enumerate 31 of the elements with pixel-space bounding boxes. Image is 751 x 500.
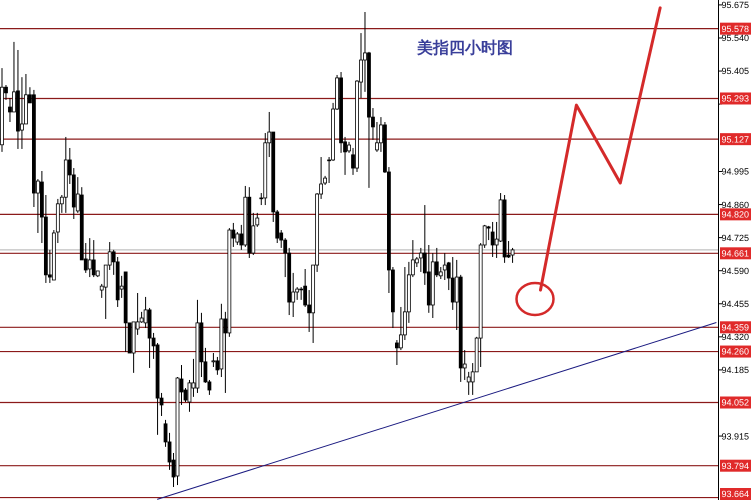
text: 美指四小时图: [416, 38, 513, 57]
y-tick-label: 95.540: [722, 33, 750, 44]
y-tick-label: 94.860: [722, 200, 750, 210]
ref-line-label: 95.293: [722, 94, 750, 104]
y-tick-label: 93.915: [722, 431, 750, 442]
candlestick: [212, 352, 216, 368]
y-tick-label: 95.405: [722, 66, 750, 76]
ref-line-label: 95.578: [722, 24, 750, 34]
ref-line-label: 94.820: [722, 210, 750, 220]
candlestick: [490, 221, 495, 258]
ref-line-label: 93.664: [722, 489, 750, 500]
y-tick-label: 94.725: [722, 232, 750, 243]
candlestick: [466, 371, 471, 396]
ref-line-label: 94.661: [722, 248, 750, 259]
candlestick: [295, 286, 300, 300]
y-tick-label: 94.590: [722, 266, 750, 276]
ref-line-label: 93.794: [722, 460, 750, 471]
ref-line-label: 95.127: [722, 134, 750, 144]
y-tick-label: 94.455: [722, 298, 750, 309]
ref-line-label: 94.052: [722, 398, 750, 408]
candlestick: [92, 240, 96, 278]
y-tick-label: 94.320: [722, 332, 750, 342]
ref-line-label: 94.359: [722, 322, 750, 332]
candlestick: [20, 76, 24, 150]
y-tick-label: 95.675: [722, 0, 750, 10]
candlestick: [88, 238, 92, 278]
candlestick: [418, 247, 423, 272]
ref-line-label: 94.260: [722, 346, 750, 357]
y-tick-label: 94.185: [722, 365, 750, 376]
candlestick: [442, 252, 447, 281]
y-tick-label: 94.995: [722, 166, 750, 177]
